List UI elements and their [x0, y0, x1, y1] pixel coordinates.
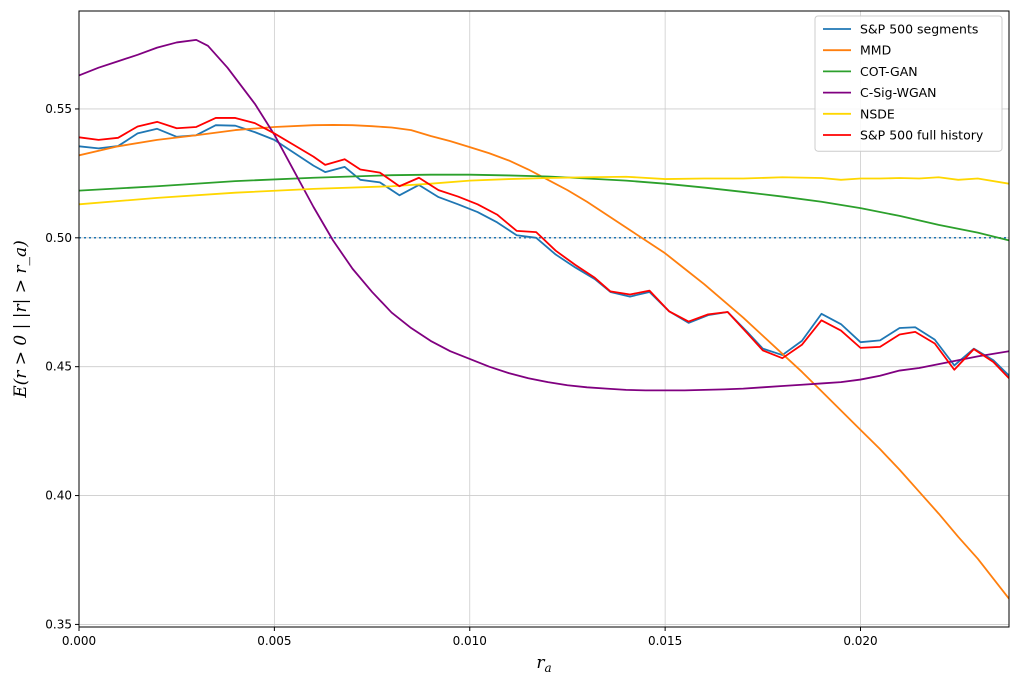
- x-axis-ticks: 0.000 0.005 0.010 0.015 0.020: [62, 627, 878, 648]
- legend-label: S&P 500 segments: [860, 22, 978, 37]
- x-tick-label: 0.005: [257, 634, 291, 648]
- legend-label: S&P 500 full history: [860, 128, 984, 143]
- legend-label: COT-GAN: [860, 64, 918, 79]
- legend-box: [814, 15, 1003, 152]
- y-tick-label: 0.45: [45, 360, 72, 374]
- series-line-c-sig-wgan: [79, 38, 1009, 392]
- plot-frame: [78, 10, 1010, 628]
- y-tick-label: 0.50: [45, 231, 72, 245]
- series-line-s-p-500-full-history: [79, 117, 1009, 379]
- series-line-mmd: [79, 124, 1009, 600]
- series-layer: [79, 38, 1009, 600]
- series-line-nsde: [79, 175, 1009, 206]
- x-tick-label: 0.000: [62, 634, 96, 648]
- y-tick-label: 0.35: [45, 617, 72, 631]
- legend: S&P 500 segments MMD COT-GAN C-Sig-WGAN NSDE…: [814, 15, 1003, 152]
- x-axis-label: ra: [536, 653, 551, 675]
- y-axis-ticks: 0.35 0.40 0.45 0.50 0.55: [45, 102, 79, 631]
- y-tick-label: 0.40: [45, 489, 72, 503]
- legend-label: C-Sig-WGAN: [860, 85, 937, 100]
- y-tick-label: 0.55: [45, 102, 72, 116]
- series-line-s-p-500-segments: [79, 124, 1009, 377]
- x-tick-label: 0.010: [453, 634, 487, 648]
- legend-label: MMD: [860, 43, 891, 58]
- y-axis-label: E(r > 0 | |r| > r_a): [11, 240, 31, 399]
- series-line-cot-gan: [79, 173, 1009, 242]
- x-tick-label: 0.015: [648, 634, 682, 648]
- legend-label: NSDE: [860, 106, 895, 121]
- x-tick-label: 0.020: [843, 634, 877, 648]
